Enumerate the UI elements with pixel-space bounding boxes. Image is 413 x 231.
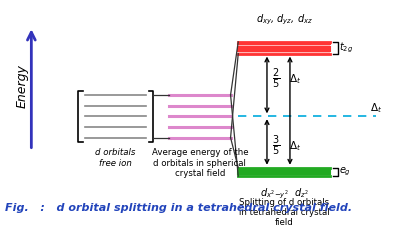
Text: d orbitals
free ion: d orbitals free ion [95, 148, 135, 168]
Text: $t_{2g}$: $t_{2g}$ [339, 41, 353, 55]
Text: $e_g$: $e_g$ [339, 166, 351, 178]
Text: Energy: Energy [15, 64, 28, 108]
Bar [237, 168, 330, 176]
Text: Average energy of the
d orbitals in spherical
crystal field: Average energy of the d orbitals in sphe… [151, 148, 248, 178]
Text: Fig.   :   d orbital splitting in a tetrahedral crystal field.: Fig. : d orbital splitting in a tetrahed… [5, 203, 351, 213]
Text: $d_{x^2\!-\!y^2}$  $d_{z^2}$: $d_{x^2\!-\!y^2}$ $d_{z^2}$ [259, 187, 308, 201]
Text: $\frac{3}{5}$: $\frac{3}{5}$ [272, 134, 280, 158]
Text: $\Delta_t$: $\Delta_t$ [288, 72, 300, 86]
Text: $\Delta_t$: $\Delta_t$ [370, 101, 382, 115]
Text: Splitting of d orbitals
in tetrahedral crystal
field: Splitting of d orbitals in tetrahedral c… [238, 198, 329, 227]
Bar [237, 42, 330, 54]
Text: $\frac{2}{5}$: $\frac{2}{5}$ [272, 67, 280, 91]
Text: $d_{xy}$, $d_{yz}$, $d_{xz}$: $d_{xy}$, $d_{yz}$, $d_{xz}$ [255, 12, 312, 27]
Text: $\Delta_t$: $\Delta_t$ [288, 139, 300, 153]
